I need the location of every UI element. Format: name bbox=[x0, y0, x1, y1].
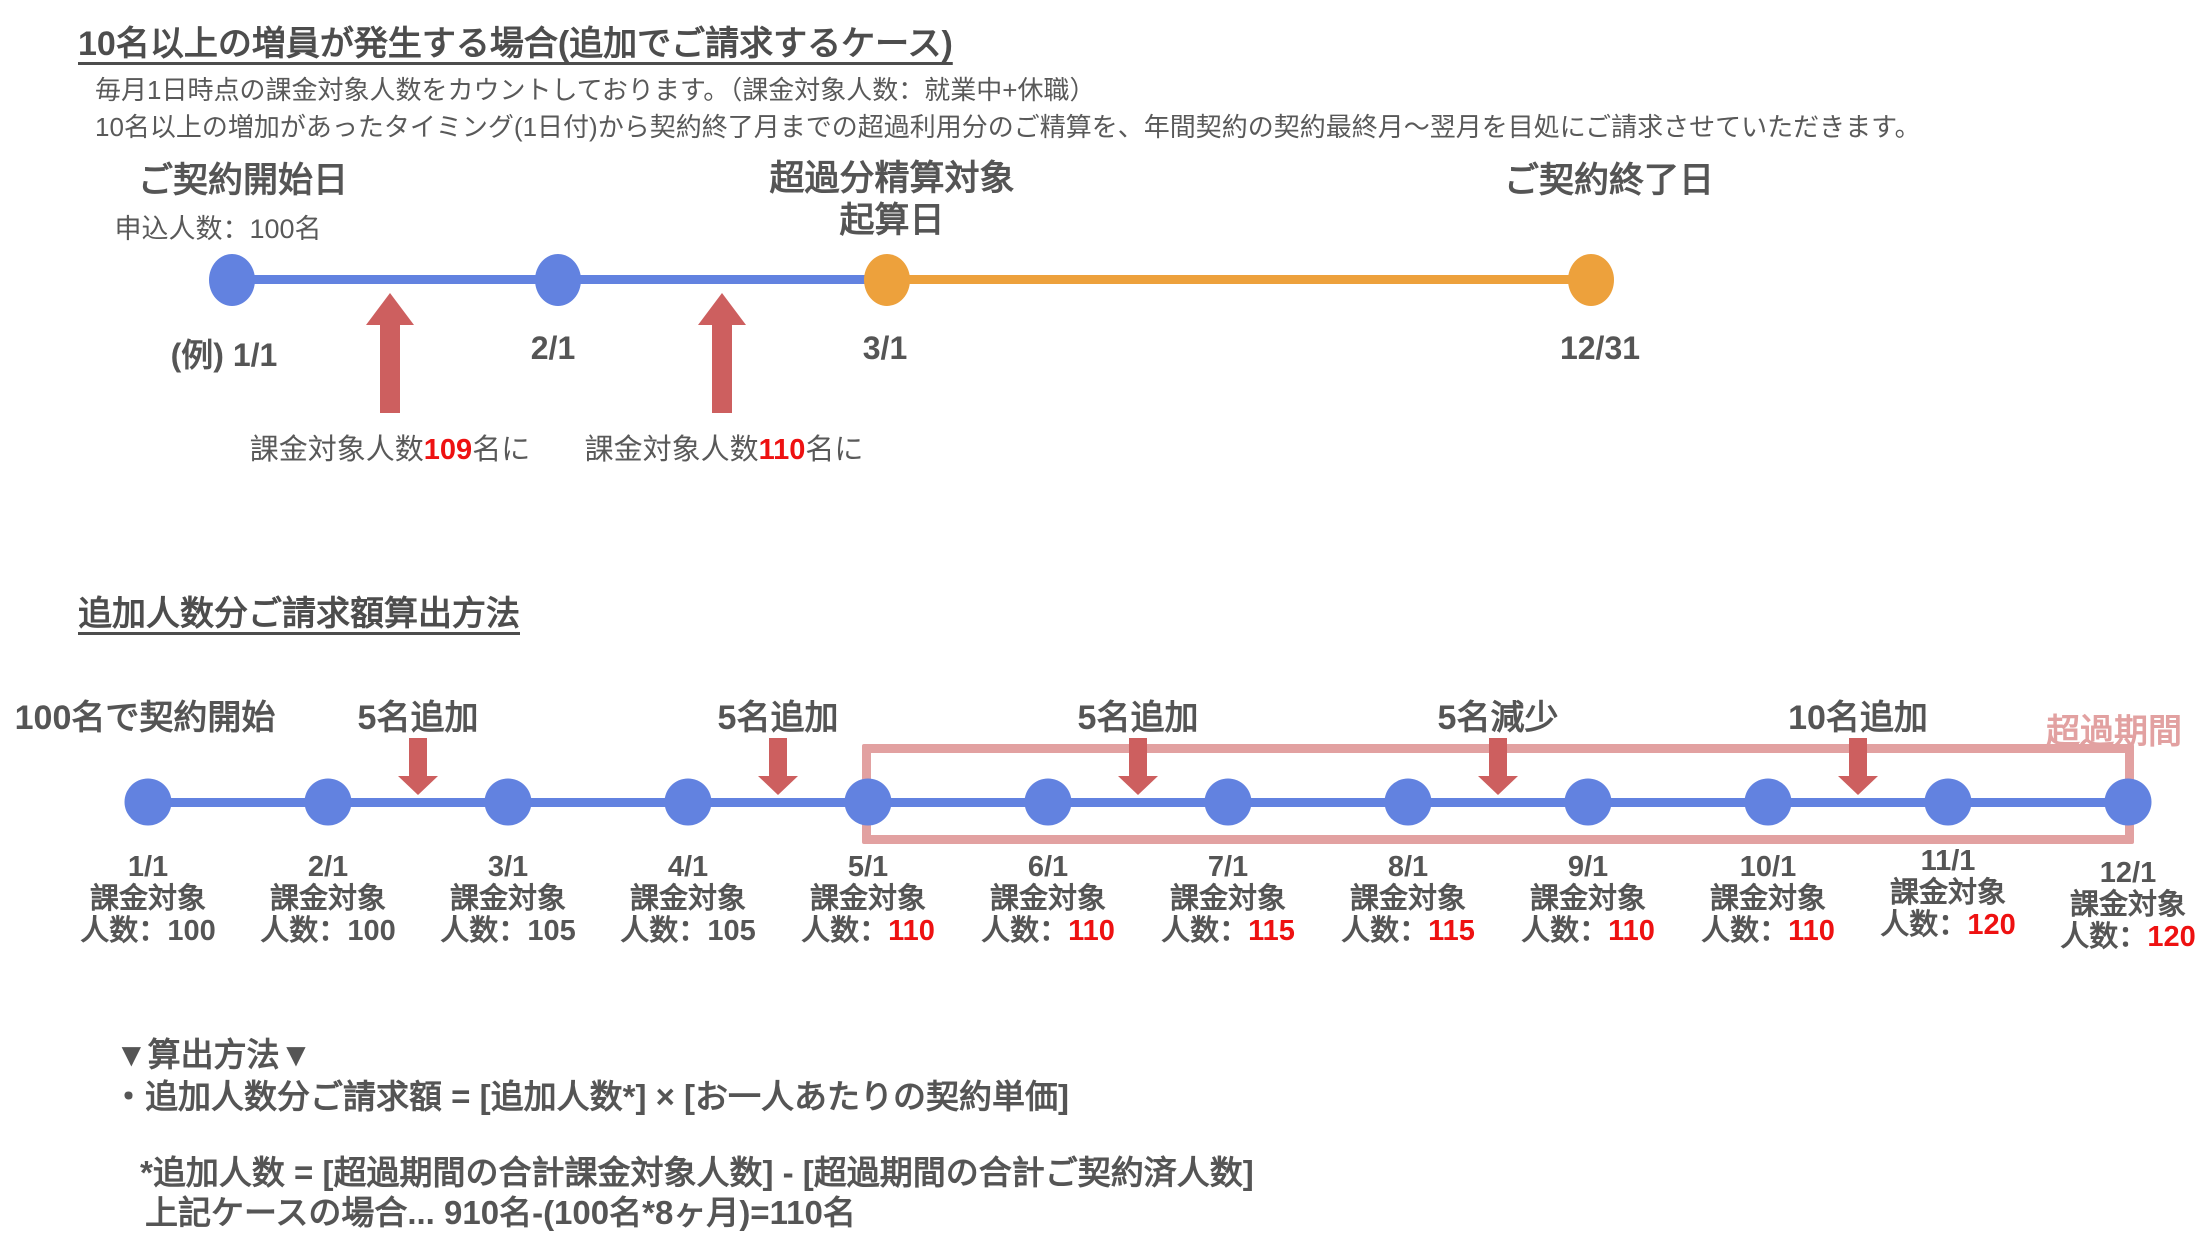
timeline1-date-3-1: 3/1 bbox=[862, 330, 908, 366]
month-item-6-1: 6/1 課金対象 人数：110 bbox=[981, 851, 1115, 947]
month-item-8-1: 8/1 課金対象 人数：115 bbox=[1341, 851, 1475, 947]
timeline1-node-2-1 bbox=[535, 254, 581, 306]
calc-formula: ・追加人数分ご請求額 = [追加人数*] × [お一人あたりの契約単価] bbox=[112, 1078, 1070, 1115]
month-item-2-1: 2/1 課金対象 人数：100 bbox=[260, 851, 396, 947]
section1-title: 10名以上の増員が発生する場合(追加でご請求するケース) bbox=[78, 25, 953, 63]
annotation-109: 課金対象人数109名に bbox=[249, 434, 531, 466]
applied-headcount-label: 申込人数：100名 bbox=[114, 214, 322, 244]
month-item-3-1: 3/1 課金対象 人数：105 bbox=[440, 851, 576, 947]
event-arrow-icon bbox=[398, 738, 438, 795]
month-item-7-1: 7/1 課金対象 人数：115 bbox=[1161, 851, 1295, 947]
annotation-110: 課金対象人数110名に bbox=[584, 434, 864, 466]
section2-title: 追加人数分ご請求額算出方法 bbox=[78, 595, 520, 633]
event-add-5: 5名追加 bbox=[717, 699, 839, 737]
timeline2-node-1-1 bbox=[124, 778, 172, 826]
timeline2-node-6-1 bbox=[1024, 778, 1072, 826]
timeline1-date-start: (例) 1/1 bbox=[170, 337, 278, 373]
timeline1-node-1-1 bbox=[209, 254, 255, 306]
overage-start-label: 超過分精算対象 起算日 bbox=[769, 159, 1015, 240]
contract-end-label: ご契約終了日 bbox=[1503, 161, 1715, 200]
event-remove-5: 5名減少 bbox=[1437, 699, 1559, 737]
timeline2-node-11-1 bbox=[1924, 778, 1972, 826]
month-item-5-1: 5/1 課金対象 人数：110 bbox=[801, 851, 935, 947]
month-item-9-1: 9/1 課金対象 人数：110 bbox=[1521, 851, 1655, 947]
headcount-change-arrow-icon bbox=[698, 293, 746, 413]
timeline1-node-12-31 bbox=[1568, 254, 1614, 306]
calc-note-example: 上記ケースの場合... 910名-(100名*8ヶ月)=110名 bbox=[145, 1194, 856, 1231]
month-item-11-1: 11/1 課金対象 人数：120 bbox=[1880, 845, 2016, 941]
event-add-5: 5名追加 bbox=[357, 699, 479, 737]
timeline2-node-10-1 bbox=[1744, 778, 1792, 826]
month-item-10-1: 10/1 課金対象 人数：110 bbox=[1701, 851, 1835, 947]
month-item-4-1: 4/1 課金対象 人数：105 bbox=[620, 851, 756, 947]
contract-start-label: ご契約開始日 bbox=[137, 161, 349, 200]
section1-description: 毎月1日時点の課金対象人数をカウントしております。（課金対象人数：就業中+休職）… bbox=[95, 72, 1921, 146]
timeline1-orange-segment bbox=[887, 275, 1591, 284]
timeline2-node-9-1 bbox=[1564, 778, 1612, 826]
timeline2-node-4-1 bbox=[664, 778, 712, 826]
event-arrow-icon bbox=[1478, 738, 1518, 795]
timeline1-date-end: 12/31 bbox=[1559, 330, 1641, 366]
event-arrow-icon bbox=[1118, 738, 1158, 795]
event-contract-start: 100名で契約開始 bbox=[14, 699, 276, 737]
event-arrow-icon bbox=[758, 738, 798, 795]
description-line-1: 毎月1日時点の課金対象人数をカウントしております。（課金対象人数：就業中+休職） bbox=[95, 75, 1096, 105]
timeline2-node-8-1 bbox=[1384, 778, 1432, 826]
timeline2-node-3-1 bbox=[484, 778, 532, 826]
event-arrow-icon bbox=[1838, 738, 1878, 795]
timeline1-node-3-1 bbox=[864, 254, 910, 306]
timeline2-line bbox=[148, 798, 2128, 807]
headcount-change-arrow-icon bbox=[366, 293, 414, 413]
month-item-12-1: 12/1 課金対象 人数：120 bbox=[2060, 857, 2196, 953]
calc-note-definition: *追加人数 = [超過期間の合計課金対象人数] - [超過期間の合計ご契約済人数… bbox=[140, 1154, 1254, 1191]
event-add-5: 5名追加 bbox=[1077, 699, 1199, 737]
description-line-2: 10名以上の増加があったタイミング(1日付)から契約終了月までの超過利用分のご精… bbox=[95, 112, 1921, 142]
timeline2-node-2-1 bbox=[304, 778, 352, 826]
timeline2-node-7-1 bbox=[1204, 778, 1252, 826]
timeline1-date-2-1: 2/1 bbox=[530, 330, 576, 366]
timeline2-node-5-1 bbox=[844, 778, 892, 826]
event-add-10: 10名追加 bbox=[1788, 699, 1928, 737]
timeline2-node-12-1 bbox=[2104, 778, 2152, 826]
month-item-1-1: 1/1 課金対象 人数：100 bbox=[80, 851, 216, 947]
calc-heading: ▼算出方法▼ bbox=[115, 1036, 313, 1073]
